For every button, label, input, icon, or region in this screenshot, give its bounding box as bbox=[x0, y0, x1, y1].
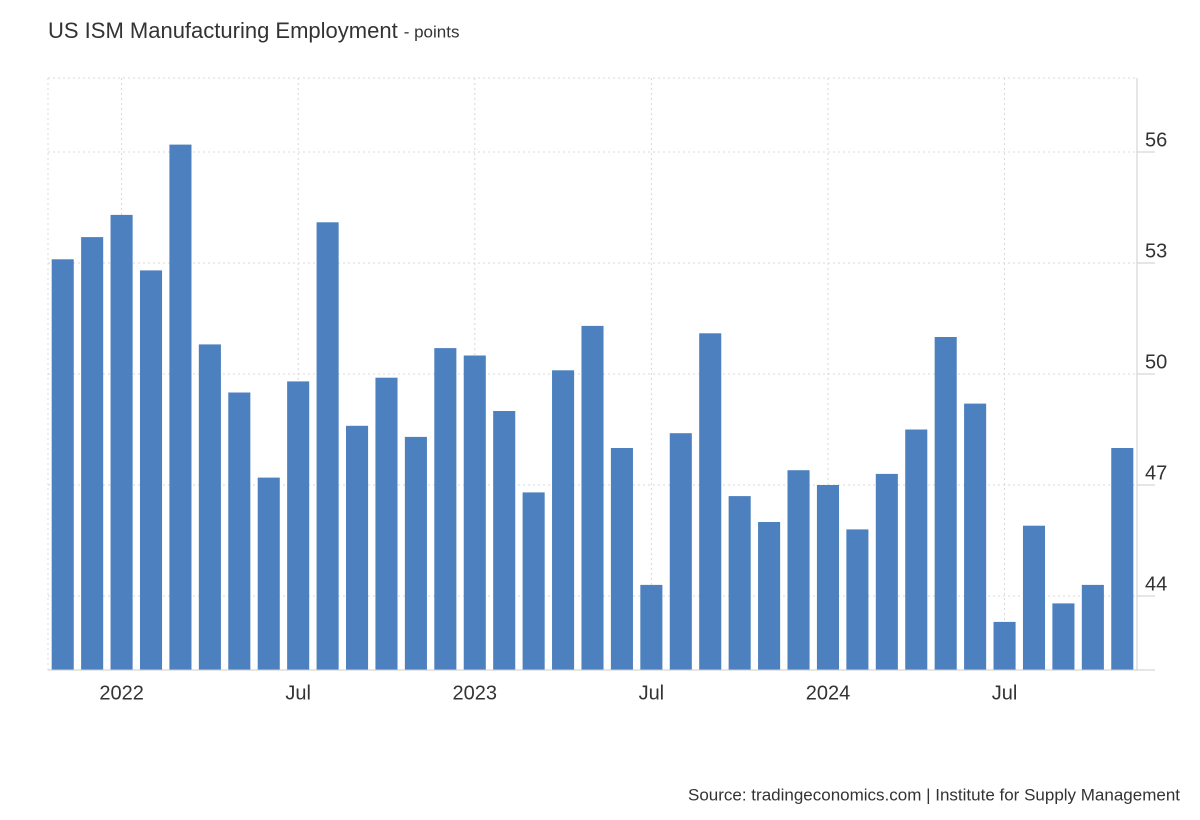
x-tick-label: Jul bbox=[992, 682, 1018, 704]
bar bbox=[51, 259, 74, 670]
x-tick-label: 2024 bbox=[806, 682, 851, 704]
bar bbox=[434, 348, 457, 670]
bar bbox=[1052, 603, 1075, 670]
bar bbox=[169, 144, 192, 671]
source: Source: tradingeconomics.com | Institute… bbox=[688, 785, 1180, 804]
bar bbox=[463, 355, 486, 670]
chart-title: US ISM Manufacturing Employment bbox=[48, 18, 398, 43]
y-tick-label: 44 bbox=[1145, 573, 1167, 595]
bar bbox=[375, 377, 398, 670]
bar bbox=[728, 496, 751, 670]
bar bbox=[581, 325, 604, 670]
bar bbox=[846, 529, 869, 670]
bar bbox=[934, 337, 957, 670]
bar bbox=[228, 392, 251, 670]
bar bbox=[316, 222, 339, 671]
bar bbox=[964, 403, 987, 670]
bar bbox=[669, 433, 692, 670]
bar bbox=[787, 470, 810, 670]
bar bbox=[110, 214, 133, 670]
bar bbox=[1022, 525, 1046, 670]
y-tick-label: 56 bbox=[1145, 129, 1167, 151]
bar bbox=[993, 621, 1016, 670]
y-tick-label: 50 bbox=[1145, 351, 1167, 373]
bar bbox=[257, 477, 280, 670]
bar bbox=[816, 485, 839, 670]
x-tick-label: 2023 bbox=[453, 682, 498, 704]
bar bbox=[1081, 584, 1104, 670]
x-tick-label: Jul bbox=[639, 682, 665, 704]
bar bbox=[139, 270, 163, 670]
x-tick-label: Jul bbox=[285, 682, 311, 704]
bar bbox=[198, 344, 221, 670]
bar bbox=[404, 436, 427, 670]
bar bbox=[81, 237, 104, 670]
bar bbox=[552, 370, 575, 670]
y-tick-label: 53 bbox=[1145, 240, 1167, 262]
bar bbox=[1111, 448, 1134, 670]
bar bbox=[493, 411, 516, 670]
bar bbox=[640, 584, 663, 670]
bar bbox=[875, 473, 898, 670]
bar bbox=[287, 381, 310, 670]
bar bbox=[905, 429, 928, 670]
y-tick-label: 47 bbox=[1145, 462, 1167, 484]
bar bbox=[522, 492, 545, 670]
chart-subtitle: - points bbox=[404, 22, 460, 41]
bar bbox=[699, 333, 722, 670]
bar bbox=[346, 425, 369, 670]
bar bbox=[610, 448, 633, 670]
bar bbox=[758, 522, 781, 670]
x-tick-label: 2022 bbox=[99, 682, 144, 704]
